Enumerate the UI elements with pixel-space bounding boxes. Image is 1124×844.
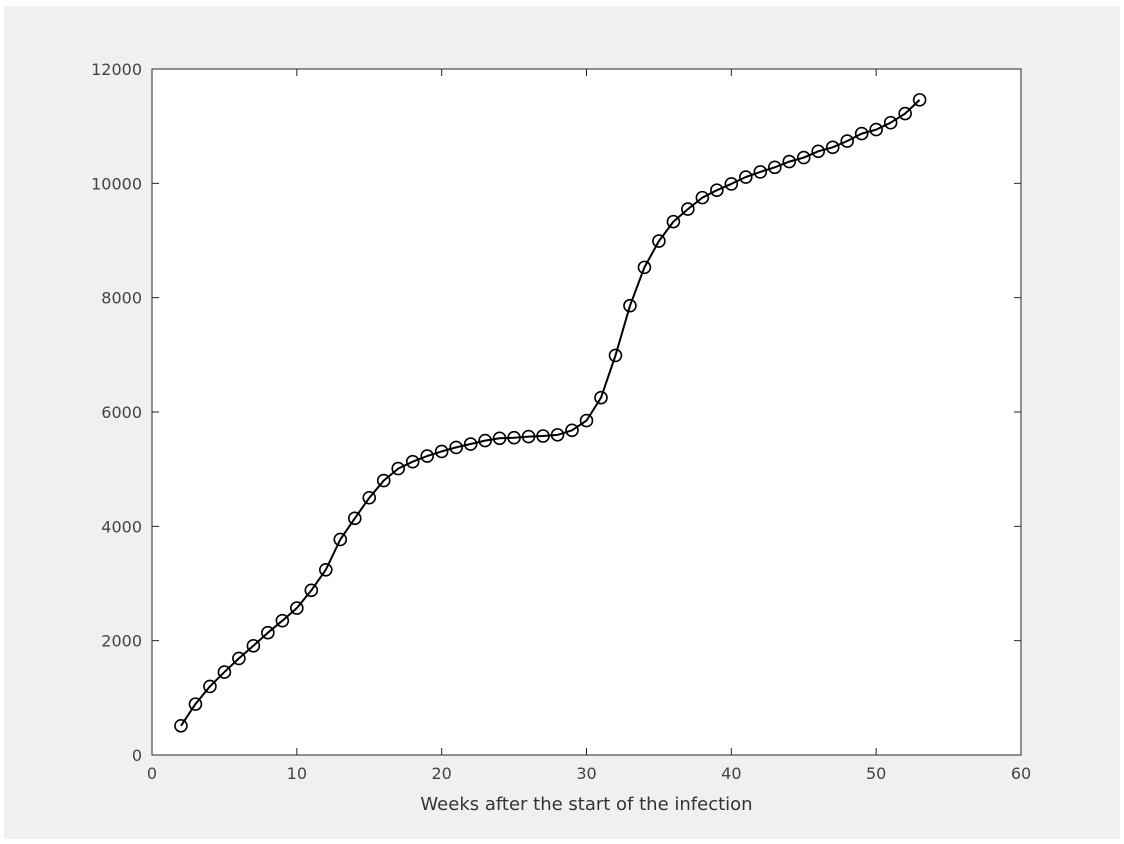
plot-frame	[151, 68, 1022, 756]
data-point	[550, 428, 565, 442]
data-point	[579, 413, 594, 428]
data-point	[362, 490, 377, 505]
x-tick-label: 30	[576, 764, 596, 783]
data-point	[492, 431, 507, 446]
data-point	[652, 234, 666, 248]
y-tick-label: 4000	[101, 517, 142, 536]
y-tick-label: 6000	[101, 403, 142, 422]
data-point	[391, 461, 406, 476]
data-point	[883, 115, 898, 130]
data-point	[521, 429, 536, 444]
data-point	[912, 93, 927, 107]
y-tick-label: 0	[132, 746, 142, 765]
data-point	[463, 437, 478, 451]
data-point	[318, 562, 333, 577]
data-point	[869, 122, 883, 137]
x-tick-label: 60	[1011, 764, 1031, 783]
data-point	[347, 511, 362, 526]
data-point	[710, 183, 724, 197]
data-point	[507, 430, 521, 445]
x-tick-label: 40	[721, 764, 741, 783]
data-point	[420, 449, 434, 463]
data-point	[753, 165, 768, 179]
y-axis-ticks: 0 2000 4000 6000 8000 10000 12000	[91, 60, 1021, 765]
data-point	[565, 423, 579, 438]
y-tick-label: 12000	[91, 60, 142, 79]
data-point	[304, 583, 319, 598]
data-point	[478, 433, 492, 448]
series-layer	[174, 93, 927, 733]
data-point	[898, 106, 912, 121]
x-tick-label: 0	[147, 764, 157, 783]
y-tick-label: 10000	[91, 174, 142, 193]
data-point	[594, 390, 608, 405]
data-point	[536, 429, 550, 443]
data-point	[434, 444, 449, 459]
data-point	[825, 140, 840, 155]
data-point	[637, 260, 652, 275]
data-point	[174, 719, 188, 733]
data-point	[854, 126, 869, 141]
data-point	[232, 651, 246, 666]
data-point	[275, 613, 290, 628]
data-point	[666, 214, 681, 229]
data-point	[203, 679, 217, 694]
series-line	[180, 99, 921, 727]
data-point	[217, 665, 232, 679]
data-point	[782, 154, 797, 169]
data-point	[405, 454, 420, 469]
data-point	[681, 202, 695, 216]
x-tick-label: 50	[866, 764, 886, 783]
data-point	[449, 440, 463, 455]
data-point	[246, 639, 261, 653]
plot-area	[152, 69, 1021, 755]
y-tick-label: 8000	[101, 289, 142, 308]
data-point	[188, 697, 203, 711]
data-point	[623, 298, 637, 313]
data-point	[376, 473, 391, 488]
data-point	[840, 134, 855, 148]
x-axis-ticks: 0 10 20 30 40 50 60	[147, 69, 1031, 783]
data-point	[724, 177, 739, 191]
data-point	[290, 601, 304, 615]
data-point	[796, 150, 811, 165]
line-chart: 0 10 20 30 40 50 60 0 2000 4000 6000 8000 10000 1200…	[91, 60, 1031, 815]
x-tick-label: 10	[287, 764, 307, 783]
data-point	[608, 348, 623, 363]
x-axis-label: Weeks after the start of the infection	[420, 794, 752, 815]
data-point	[333, 532, 348, 547]
data-point	[695, 190, 710, 205]
data-point	[739, 170, 753, 184]
data-point	[811, 144, 826, 159]
x-tick-label: 20	[431, 764, 451, 783]
data-point	[261, 625, 275, 640]
figure-window: 0 10 20 30 40 50 60 0 2000 4000 6000 8000 10000 1200…	[4, 6, 1120, 839]
y-tick-label: 2000	[101, 632, 142, 651]
data-point	[767, 160, 782, 175]
